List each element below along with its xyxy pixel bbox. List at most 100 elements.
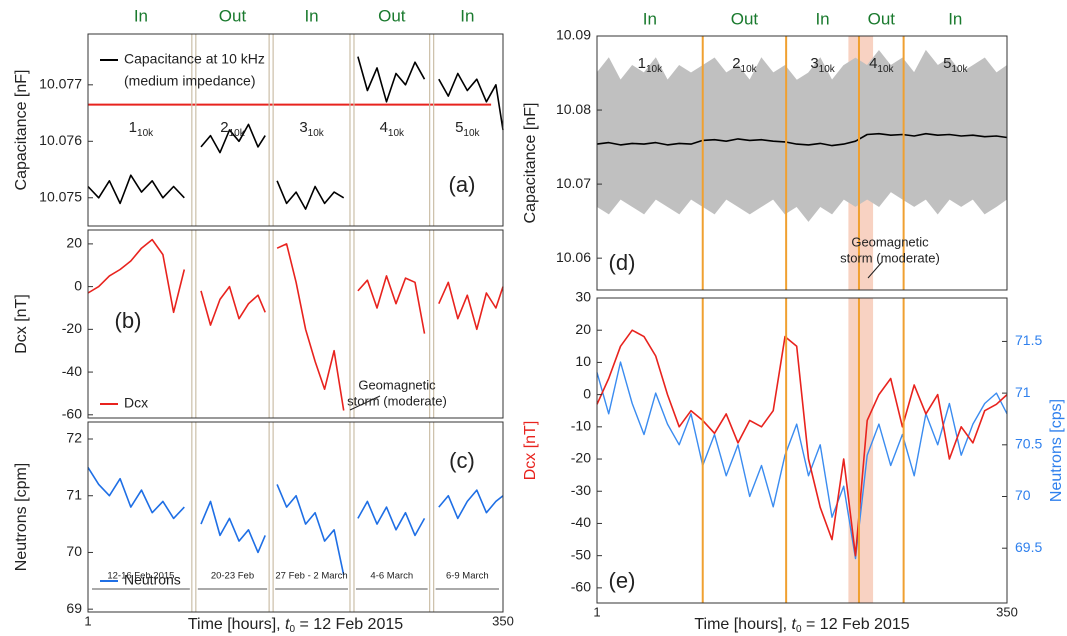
zone-label: Out — [868, 9, 896, 28]
segment-label: 510k — [455, 119, 480, 139]
segment-number: 3 — [299, 119, 307, 136]
annotation: storm (moderate) — [347, 393, 447, 408]
segment-subscript: 10k — [463, 128, 480, 139]
y-tick-label: 0 — [74, 277, 82, 293]
x-label-text: = 12 Feb 2015 — [295, 616, 403, 633]
y-tick-label: 20 — [575, 321, 591, 337]
legend-label: Dcx — [124, 395, 148, 411]
y-tick-label: -50 — [571, 546, 591, 562]
zone-label: In — [643, 9, 657, 28]
zone-label: In — [134, 6, 148, 25]
segment-subscript: 10k — [951, 64, 968, 75]
y-tick-label: 10.08 — [556, 101, 591, 117]
segment-label: 110k — [129, 119, 154, 139]
data-line — [596, 361, 1008, 560]
y-tick-label: 30 — [575, 289, 591, 305]
y-tick-label: 72 — [66, 430, 82, 446]
plot-frame — [87, 229, 504, 419]
noise-band — [596, 49, 1008, 222]
zone-label: Out — [219, 6, 247, 25]
plot-frame — [596, 35, 1008, 291]
y2-axis-label: Neutrons [cps] — [1048, 399, 1065, 502]
segment-number: 2 — [220, 119, 228, 136]
zone-label: Out — [378, 6, 406, 25]
y-tick-label: 69 — [66, 600, 82, 616]
y-axis-label: Neutrons [cpm] — [13, 463, 30, 571]
plot-frame — [87, 33, 504, 227]
x-tick-label: 1 — [84, 613, 91, 628]
annotation: Geomagnetic — [358, 377, 436, 392]
segment-number: 3 — [810, 55, 818, 72]
y2-tick-label: 71.5 — [1015, 332, 1042, 348]
y-tick-label: -20 — [571, 450, 591, 466]
segment-number: 1 — [638, 55, 646, 72]
y-tick-label: 10.077 — [39, 76, 82, 92]
data-line — [596, 132, 1008, 147]
y-axis-label: Capacitance [nF] — [13, 70, 30, 191]
segment-subscript: 10k — [646, 64, 663, 75]
zone-label: In — [460, 6, 474, 25]
segment-number: 1 — [129, 119, 137, 136]
y-tick-label: 10 — [575, 353, 591, 369]
legend-label: Neutrons — [124, 572, 181, 588]
x-label-text: = 12 Feb 2015 — [802, 616, 910, 633]
x-axis-label: Time [hours], t0 = 12 Feb 2015 — [188, 616, 403, 634]
y2-tick-label: 71 — [1015, 384, 1031, 400]
x-tick-label: 350 — [492, 613, 514, 628]
zone-label: Out — [731, 9, 759, 28]
x-label-text: Time [hours], — [188, 616, 285, 633]
y-tick-label: -60 — [571, 579, 591, 595]
segment-label: 110k — [638, 55, 663, 75]
panel-label: (a) — [449, 172, 476, 197]
segment-subscript: 10k — [229, 128, 246, 139]
data-line — [87, 56, 504, 210]
zone-label: In — [304, 6, 318, 25]
annotation-pointer — [349, 395, 381, 411]
segment-label: 210k — [732, 55, 757, 75]
y-tick-label: 70 — [66, 543, 82, 559]
segment-label: 510k — [943, 55, 968, 75]
segment-number: 4 — [869, 55, 877, 72]
x-label-sub: 0 — [796, 624, 802, 635]
segment-subscript: 10k — [741, 64, 758, 75]
annotation-pointer — [867, 261, 883, 279]
annotation: Geomagnetic — [851, 234, 929, 249]
data-line — [596, 329, 1008, 557]
segment-label: 210k — [220, 119, 245, 139]
date-label: 27 Feb - 2 March — [275, 571, 347, 582]
y-axis-label: Dcx [nT] — [522, 421, 539, 481]
y2-tick-label: 70.5 — [1015, 436, 1042, 452]
x-label-var: t — [792, 616, 797, 633]
y-tick-label: -60 — [62, 405, 82, 421]
y2-tick-label: 69.5 — [1015, 539, 1042, 555]
panel-label: (e) — [609, 568, 636, 593]
y2-tick-label: 70 — [1015, 487, 1031, 503]
y-tick-label: -30 — [571, 482, 591, 498]
date-label: 4-6 March — [370, 571, 413, 582]
segment-number: 4 — [380, 119, 388, 136]
zone-label: In — [948, 9, 962, 28]
segment-label: 310k — [810, 55, 835, 75]
annotation: storm (moderate) — [840, 250, 940, 265]
segment-label: 410k — [869, 55, 894, 75]
panel-label: (b) — [115, 308, 142, 333]
y-tick-label: 10.076 — [39, 132, 82, 148]
legend-note: (medium impedance) — [124, 73, 256, 89]
y-tick-label: 20 — [66, 235, 82, 251]
y-tick-label: -10 — [571, 418, 591, 434]
x-label-text: Time [hours], — [694, 616, 791, 633]
segment-label: 410k — [380, 119, 405, 139]
panel-label: (d) — [609, 250, 636, 275]
segment-subscript: 10k — [819, 64, 836, 75]
plot-frame — [87, 421, 504, 613]
segment-label: 310k — [299, 119, 324, 139]
plot-frame — [596, 297, 1008, 604]
segment-subscript: 10k — [388, 128, 405, 139]
date-label: 6-9 March — [446, 571, 489, 582]
segment-number: 5 — [943, 55, 951, 72]
segment-number: 2 — [732, 55, 740, 72]
segment-number: 5 — [455, 119, 463, 136]
y-axis-label: Capacitance [nF] — [522, 103, 539, 224]
